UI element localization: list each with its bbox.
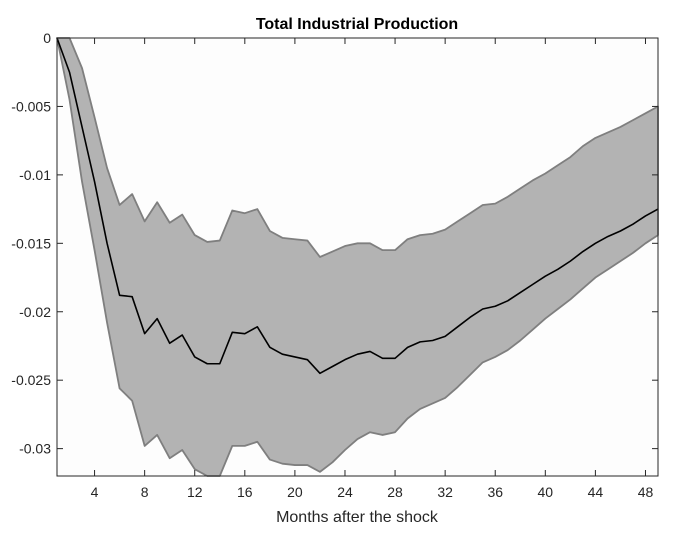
- x-tick-label: 24: [337, 484, 353, 500]
- impulse-response-layer: [56, 37, 659, 375]
- x-tick-label: 40: [538, 484, 554, 500]
- impulse-response-line: [56, 37, 659, 375]
- x-tick-label: 36: [487, 484, 503, 500]
- x-axis-label: Months after the shock: [276, 509, 439, 526]
- y-tick-label: -0.01: [19, 167, 51, 183]
- x-tick-label: 32: [437, 484, 453, 500]
- x-axis: 4 8 12 16 20 24 28 32 36 40 44 48: [91, 38, 654, 500]
- y-tick-label: -0.02: [19, 304, 51, 320]
- x-tick-label: 28: [387, 484, 403, 500]
- x-tick-label: 48: [638, 484, 654, 500]
- plot-frame: [56, 37, 659, 477]
- y-tick-label: -0.005: [11, 98, 51, 114]
- x-tick-label: 4: [91, 484, 99, 500]
- x-tick-label: 12: [187, 484, 203, 500]
- chart-title: Total Industrial Production: [256, 16, 458, 33]
- y-tick-label: -0.015: [11, 235, 51, 251]
- y-tick-label: -0.03: [19, 441, 51, 457]
- x-tick-label: 16: [237, 484, 253, 500]
- x-tick-label: 20: [287, 484, 303, 500]
- y-tick-label: -0.025: [11, 372, 51, 388]
- y-tick-label: 0: [43, 30, 51, 46]
- x-tick-label: 44: [588, 484, 604, 500]
- x-tick-label: 8: [141, 484, 149, 500]
- y-axis: 0 -0.005 -0.01 -0.015 -0.02 -0.025 -0.03: [11, 30, 658, 457]
